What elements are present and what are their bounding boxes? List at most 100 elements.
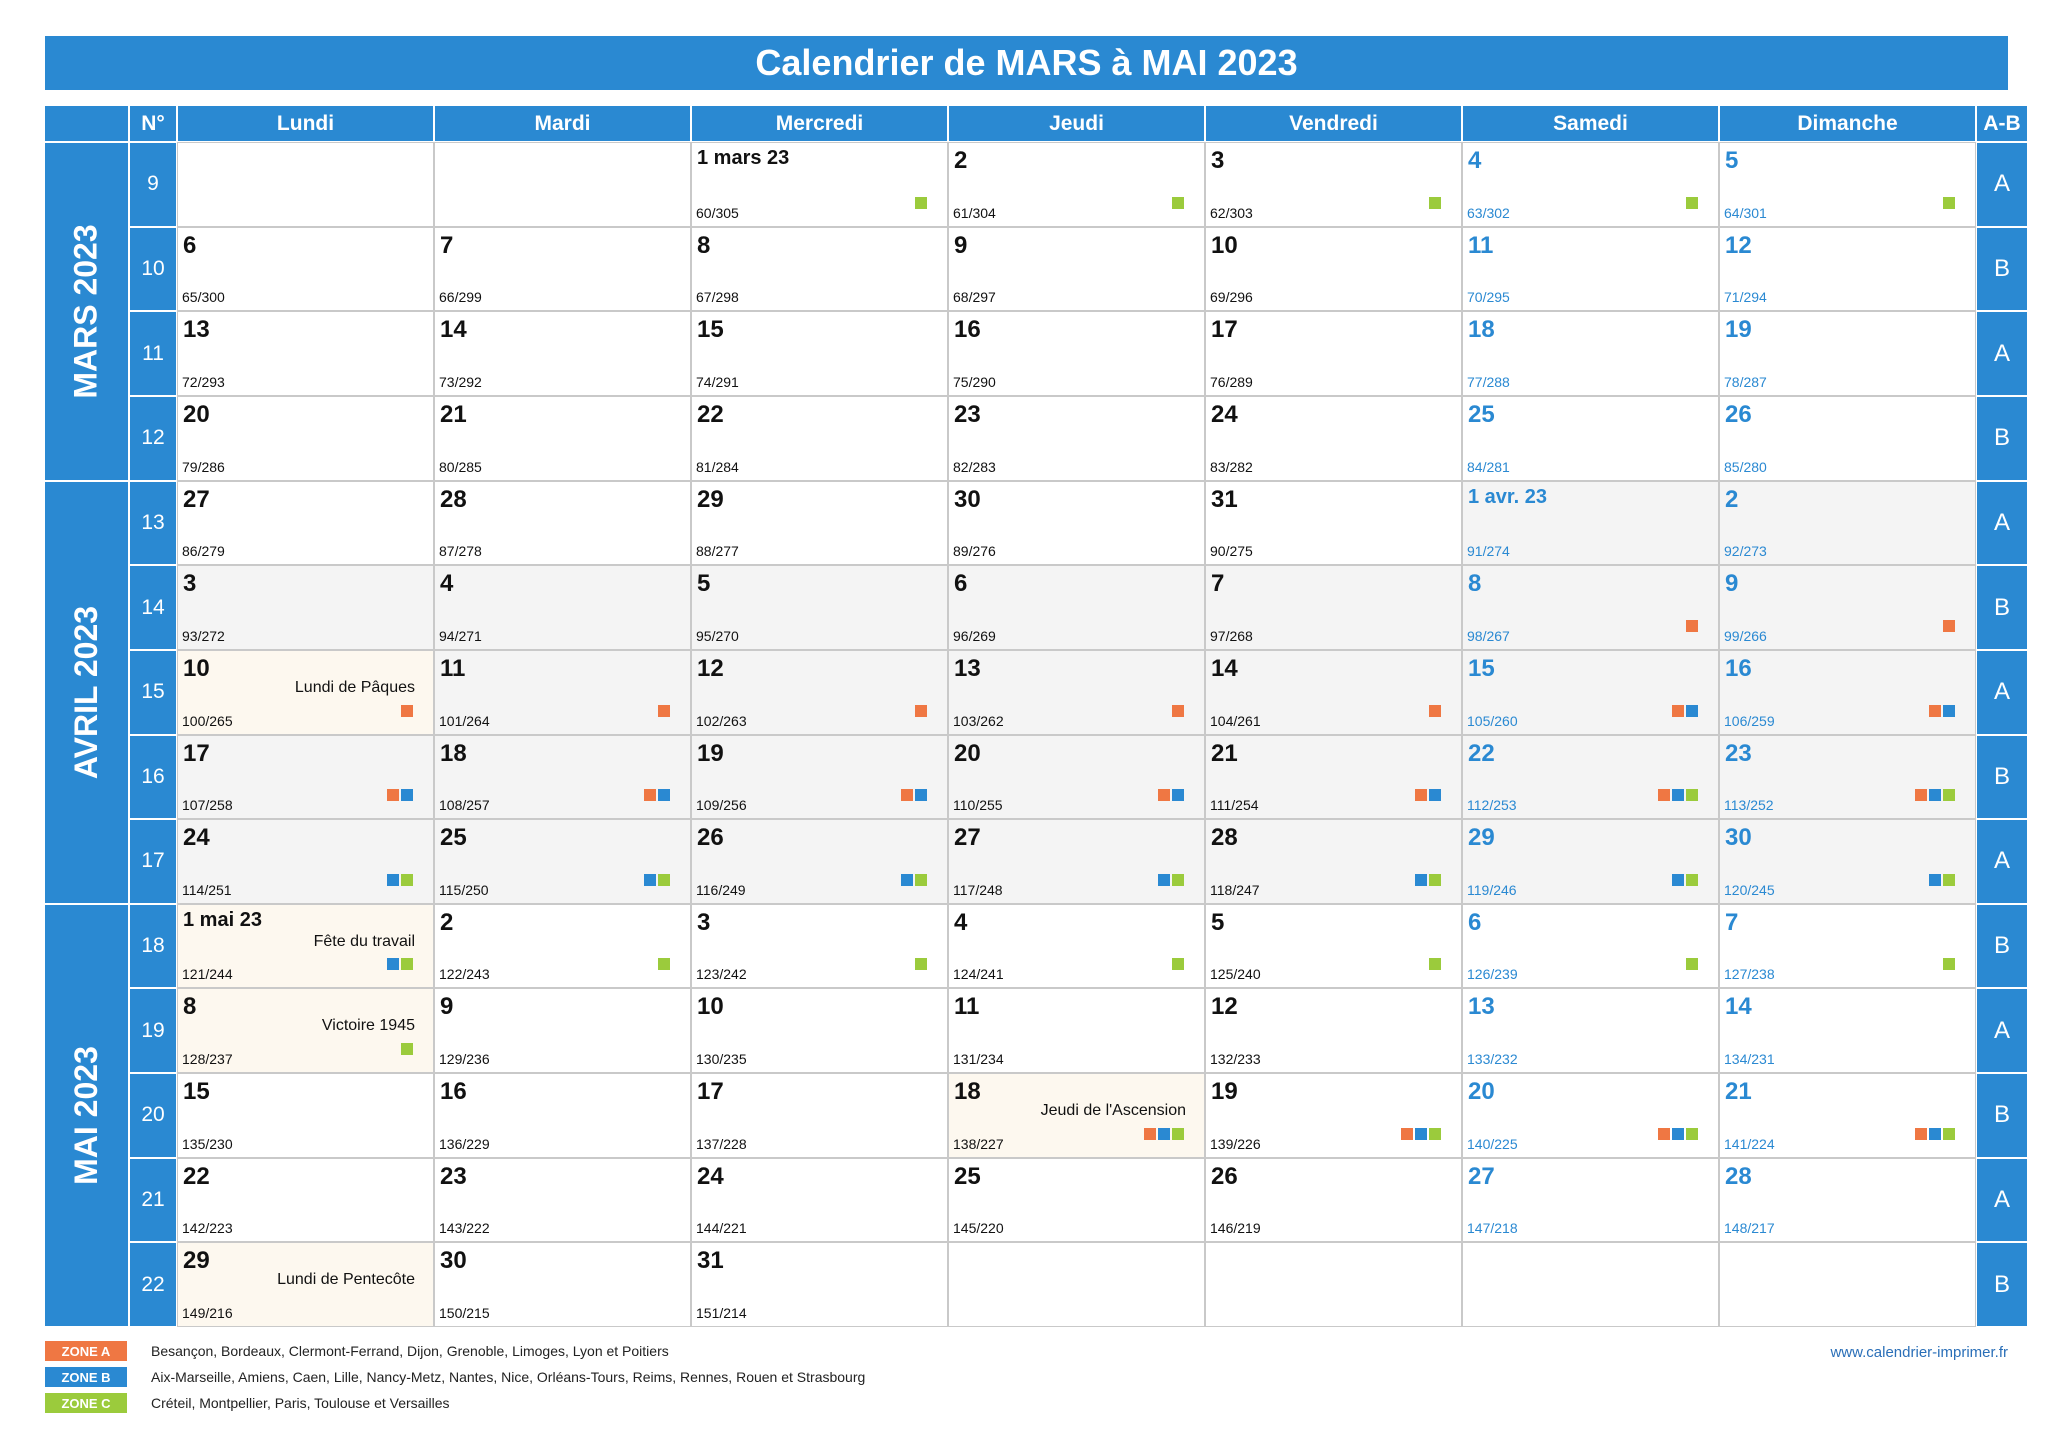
day-of-year-count: 89/276 (953, 543, 996, 560)
day-number: 5 (1211, 908, 1225, 936)
day-number: 15 (183, 1078, 210, 1106)
zone-c-marker (1943, 789, 1955, 802)
day-number: 11 (1468, 231, 1494, 259)
day-number: 23 (1725, 739, 1752, 767)
zone-b-marker (1672, 789, 1684, 802)
week-number: 12 (130, 396, 176, 480)
day-number: 18 (954, 1078, 981, 1106)
day-of-year-count: 65/300 (182, 289, 225, 306)
day-cell: 15 74/291 (691, 311, 948, 396)
website-link[interactable]: www.calendrier-imprimer.fr (1830, 1344, 2008, 1361)
day-of-year-count: 84/281 (1467, 458, 1510, 475)
day-number: 16 (954, 316, 981, 344)
day-cell: 4 94/271 (434, 565, 691, 650)
week-number: 22 (130, 1243, 176, 1326)
zone-b-marker (1429, 789, 1441, 802)
zone-a-marker (401, 704, 413, 717)
ab-week-type: A (1977, 1158, 2027, 1242)
day-cell: 18 77/288 (1462, 311, 1719, 396)
ab-week-type: B (1977, 227, 2027, 311)
day-cell: 20 110/255 (948, 734, 1205, 820)
day-of-year-count: 151/214 (696, 1305, 747, 1321)
vacation-zones (1658, 789, 1698, 802)
vacation-zones (1686, 619, 1698, 632)
day-cell: 1 mai 23 Fête du travail 121/244 (177, 903, 434, 989)
day-header-3: Mercredi (692, 106, 947, 141)
day-of-year-count: 124/241 (953, 966, 1004, 983)
zone-c-marker (1429, 196, 1441, 209)
day-number: 27 (183, 485, 210, 513)
zone-a-marker (387, 789, 399, 802)
day-cell: 31 151/214 (691, 1242, 948, 1327)
day-cell: 23 143/222 (434, 1157, 691, 1243)
day-of-year-count: 81/284 (696, 458, 739, 475)
day-cell: 2 92/273 (1719, 480, 1976, 566)
day-number: 11 (954, 993, 980, 1021)
day-of-year-count: 142/223 (182, 1220, 233, 1237)
holiday-name: Victoire 1945 (321, 1017, 415, 1035)
day-number: 24 (1211, 400, 1238, 428)
day-of-year-count: 95/270 (696, 627, 739, 644)
month-label: MARS 2023 (45, 143, 128, 480)
day-number: 4 (954, 908, 968, 936)
vacation-zones (1429, 958, 1441, 971)
day-of-year-count: 80/285 (439, 458, 482, 475)
zone-a-marker (644, 789, 656, 802)
day-cell: 10 Lundi de Pâques 100/265 (177, 649, 434, 735)
vacation-zones (1172, 704, 1184, 717)
day-number: 20 (1468, 1078, 1495, 1106)
day-of-year-count: 123/242 (696, 966, 747, 983)
day-of-year-count: 137/228 (696, 1135, 747, 1152)
day-number: 16 (1725, 654, 1752, 682)
zone-b-marker (1415, 1127, 1427, 1140)
day-cell: 17 137/228 (691, 1073, 948, 1158)
month-label: MAI 2023 (45, 904, 128, 1326)
day-of-year-count: 130/235 (696, 1051, 747, 1068)
day-cell: 24 114/251 (177, 819, 434, 904)
zone-c-marker (1943, 958, 1955, 971)
day-number: 19 (1725, 316, 1752, 344)
day-number: 27 (954, 824, 981, 852)
day-of-year-count: 120/245 (1724, 881, 1775, 898)
day-of-year-count: 118/247 (1210, 881, 1260, 898)
month-label-text: MAI 2023 (68, 1046, 105, 1185)
day-of-year-count: 146/219 (1210, 1220, 1261, 1237)
day-cell: 29 88/277 (691, 480, 948, 566)
day-cell: 6 96/269 (948, 565, 1205, 650)
day-of-year-count: 134/231 (1724, 1051, 1775, 1068)
day-cell: 28 87/278 (434, 480, 691, 566)
legend-row: ZONE A Besançon, Bordeaux, Clermont-Ferra… (45, 1338, 865, 1364)
day-number: 13 (183, 316, 210, 344)
vacation-zones (644, 873, 670, 886)
day-cell: 14 134/231 (1719, 988, 1976, 1074)
day-number: 10 (697, 993, 724, 1021)
ab-week-type: B (1977, 904, 2027, 988)
zone-b-marker (915, 789, 927, 802)
zone-a-marker (1401, 1127, 1413, 1140)
day-cell: 22 81/284 (691, 395, 948, 481)
zone-c-marker (1943, 873, 1955, 886)
day-of-year-count: 103/262 (953, 712, 1004, 729)
day-of-year-count: 133/232 (1467, 1051, 1518, 1068)
ab-week-type: A (1977, 650, 2027, 734)
day-of-year-count: 79/286 (182, 458, 225, 475)
legend-row: ZONE B Aix-Marseille, Amiens, Caen, Lille… (45, 1364, 865, 1390)
day-of-year-count: 67/298 (696, 289, 739, 306)
day-cell: 30 150/215 (434, 1242, 691, 1327)
day-number: 28 (1211, 824, 1238, 852)
holiday-name: Fête du travail (313, 932, 415, 950)
day-cell: 3 123/242 (691, 903, 948, 989)
zone-b-marker (1158, 1127, 1170, 1140)
day-number: 6 (183, 231, 197, 259)
zone-badge: ZONE B (45, 1367, 127, 1387)
day-number: 20 (954, 739, 981, 767)
day-of-year-count: 113/252 (1724, 797, 1774, 814)
zone-a-marker (1415, 789, 1427, 802)
vacation-zones (1415, 873, 1441, 886)
zone-c-marker (1172, 196, 1184, 209)
day-of-year-count: 126/239 (1467, 966, 1518, 983)
day-cell: 13 72/293 (177, 311, 434, 396)
day-cell: 3 62/303 (1205, 142, 1462, 227)
day-cell: 21 141/224 (1719, 1073, 1976, 1158)
day-number: 2 (1725, 485, 1739, 513)
